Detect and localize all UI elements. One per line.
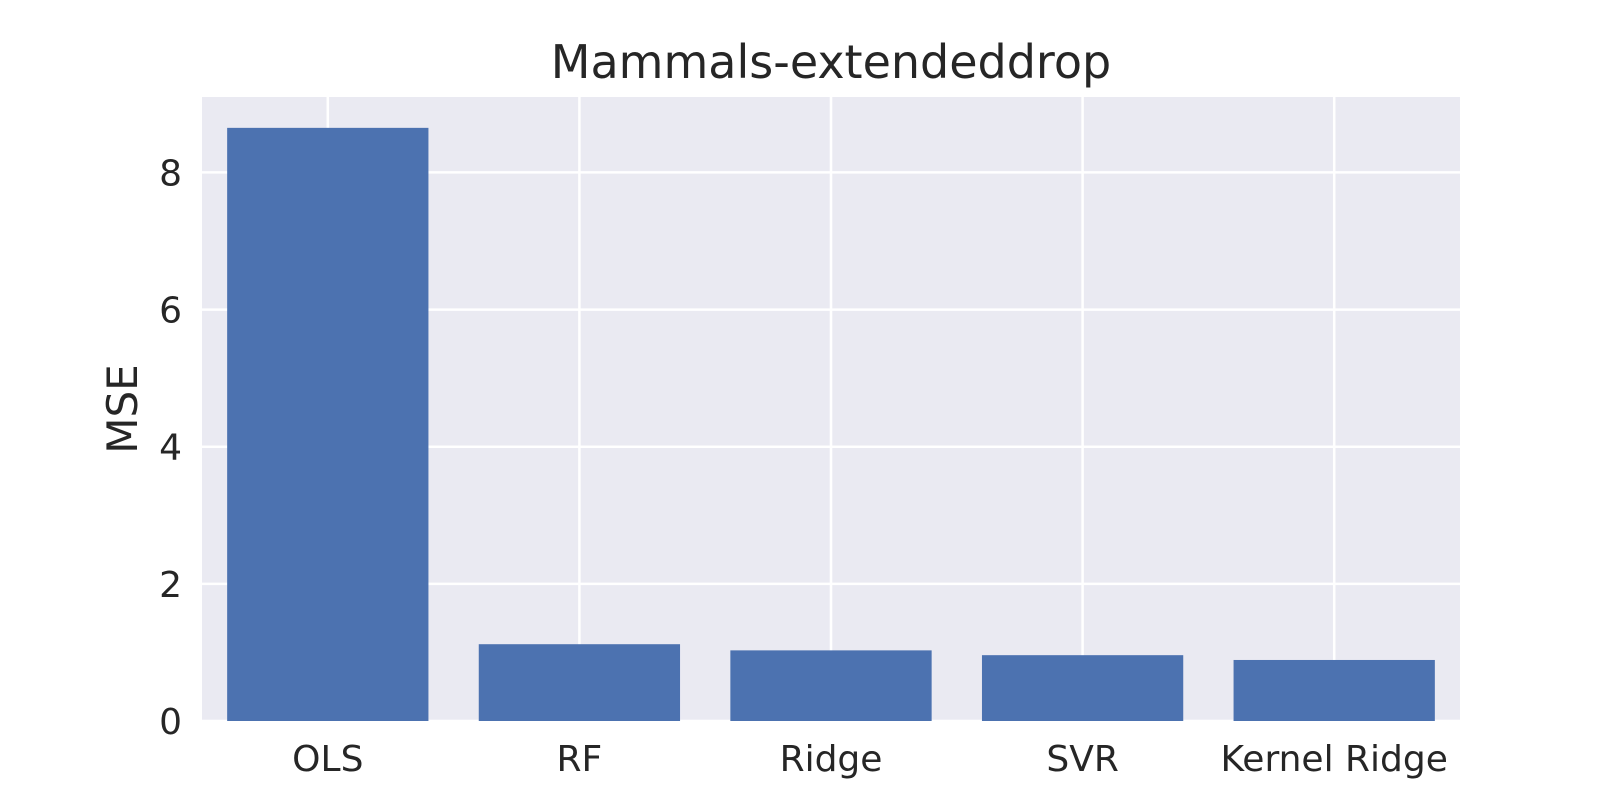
- x-tick-label: OLS: [292, 739, 363, 780]
- y-tick-label: 6: [159, 291, 182, 332]
- x-tick-label: RF: [557, 739, 603, 780]
- y-tick-label: 2: [159, 565, 182, 606]
- x-tick-labels: OLS RF Ridge SVR Kernel Ridge: [292, 739, 1448, 780]
- y-tick-label: 8: [159, 153, 182, 194]
- x-tick-label: SVR: [1046, 739, 1119, 780]
- bar-svr: [981, 655, 1184, 721]
- y-axis-label: MSE: [98, 364, 147, 453]
- bars: [227, 127, 1435, 722]
- bar-ridge: [730, 650, 932, 721]
- bar-ols: [227, 127, 429, 722]
- x-tick-label: Ridge: [780, 739, 883, 780]
- x-tick-label: Kernel Ridge: [1220, 739, 1447, 780]
- bar-rf: [478, 644, 681, 721]
- y-tick-labels: 0 2 4 6 8: [159, 153, 182, 743]
- chart-title: Mammals-extendeddrop: [551, 35, 1111, 89]
- y-tick-label: 0: [159, 702, 182, 743]
- bar-kernel-ridge: [1233, 659, 1435, 721]
- y-tick-label: 4: [159, 428, 182, 469]
